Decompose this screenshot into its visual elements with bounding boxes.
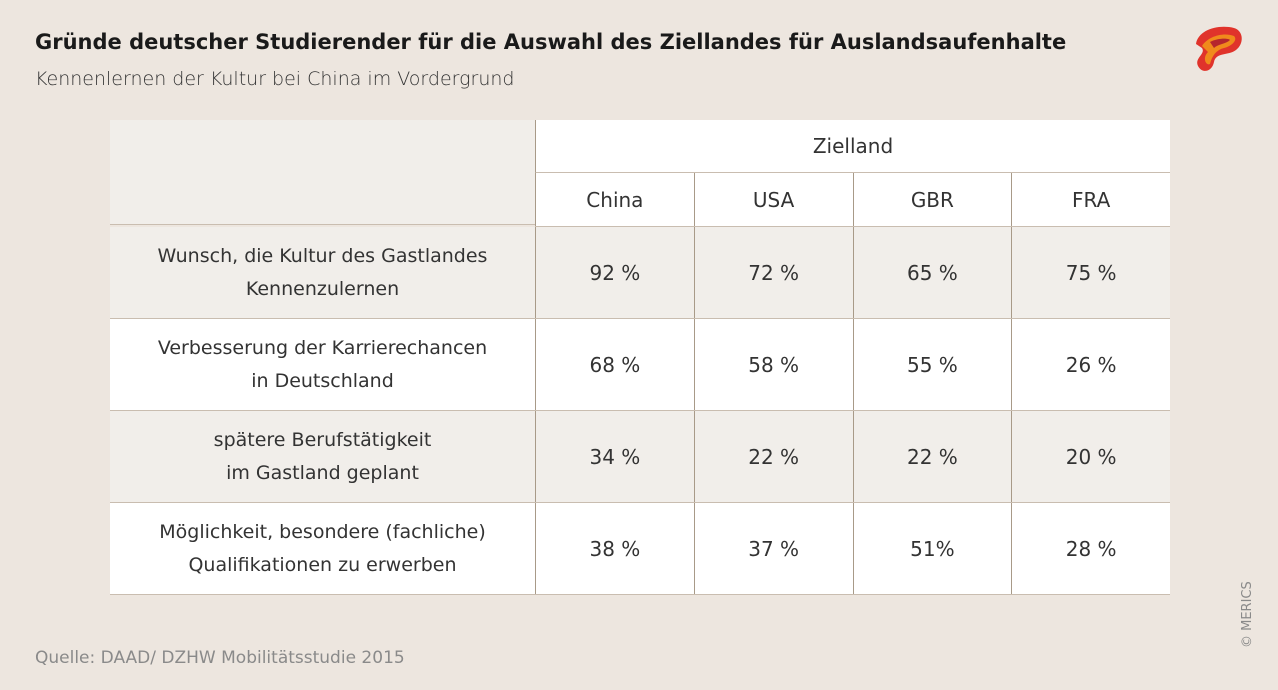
row-label: Verbesserung der Karrierechancen in Deuts… [110,319,535,410]
subtitle: Kennenlernen der Kultur bei China im Vor… [35,68,515,90]
group-header: Zielland [812,134,894,158]
table-cell: 20 % [1011,411,1170,502]
column-header-row: China USA GBR FRA [535,173,1170,227]
table-cell: 58 % [693,319,853,410]
row-label-line: spätere Berufstätigkeit [213,428,432,451]
column-headers: Zielland China USA GBR FRA [535,120,1170,227]
table-cell: 68 % [535,319,694,410]
column-header: GBR [852,173,1012,226]
row-label-line: Möglichkeit, besondere (fachliche) [159,520,486,543]
table-cell: 75 % [1011,227,1170,318]
row-label-line: Kennenzulernen [245,277,400,300]
table-row: Verbesserung der Karrierechancen in Deuts… [110,319,1170,411]
title: Gründe deutscher Studierender für die Au… [35,30,1067,54]
table-cell: 65 % [852,227,1012,318]
row-label: Wunsch, die Kultur des Gastlandes Kennenz… [110,227,535,318]
header: Zielland China USA GBR FRA [110,120,1170,227]
row-label-line: Wunsch, die Kultur des Gastlandes [157,244,488,267]
row-label-line: in Deutschland [251,369,394,392]
table-cell: 92 % [535,227,694,318]
table-cell: 22 % [693,411,853,502]
table-cell: 51% [852,503,1012,594]
table-cell: 34 % [535,411,694,502]
row-label: spätere Berufstätigkeit im Gastland gepla… [110,411,535,502]
row-label-line: Qualifikationen zu erwerben [188,553,457,576]
table-cell: 38 % [535,503,694,594]
corner-cell [110,120,535,225]
source: Quelle: DAAD/ DZHW Mobilitätsstudie 2015 [35,648,405,668]
row-label-line: Verbesserung der Karrierechancen [157,336,488,359]
row-label-line: im Gastland geplant [226,461,419,484]
table-row: Möglichkeit, besondere (fachliche) Qualif… [110,503,1170,595]
column-header: China [535,173,694,226]
column-header: USA [693,173,853,226]
table-row: Wunsch, die Kultur des Gastlandes Kennenz… [110,227,1170,319]
table-cell: 37 % [693,503,853,594]
table-cell: 26 % [1011,319,1170,410]
column-header: FRA [1011,173,1170,226]
row-label: Möglichkeit, besondere (fachliche) Qualif… [110,503,535,594]
table-row: spätere Berufstätigkeit im Gastland gepla… [110,411,1170,503]
table: Zielland China USA GBR FRA Wunsch, die Kult… [110,120,1170,595]
table-cell: 22 % [852,411,1012,502]
table-cell: 72 % [693,227,853,318]
group-header-row: Zielland [535,120,1170,173]
table-cell: 55 % [852,319,1012,410]
copyright: © MERICS [1240,581,1255,648]
table-cell: 28 % [1011,503,1170,594]
logo [1196,26,1242,71]
